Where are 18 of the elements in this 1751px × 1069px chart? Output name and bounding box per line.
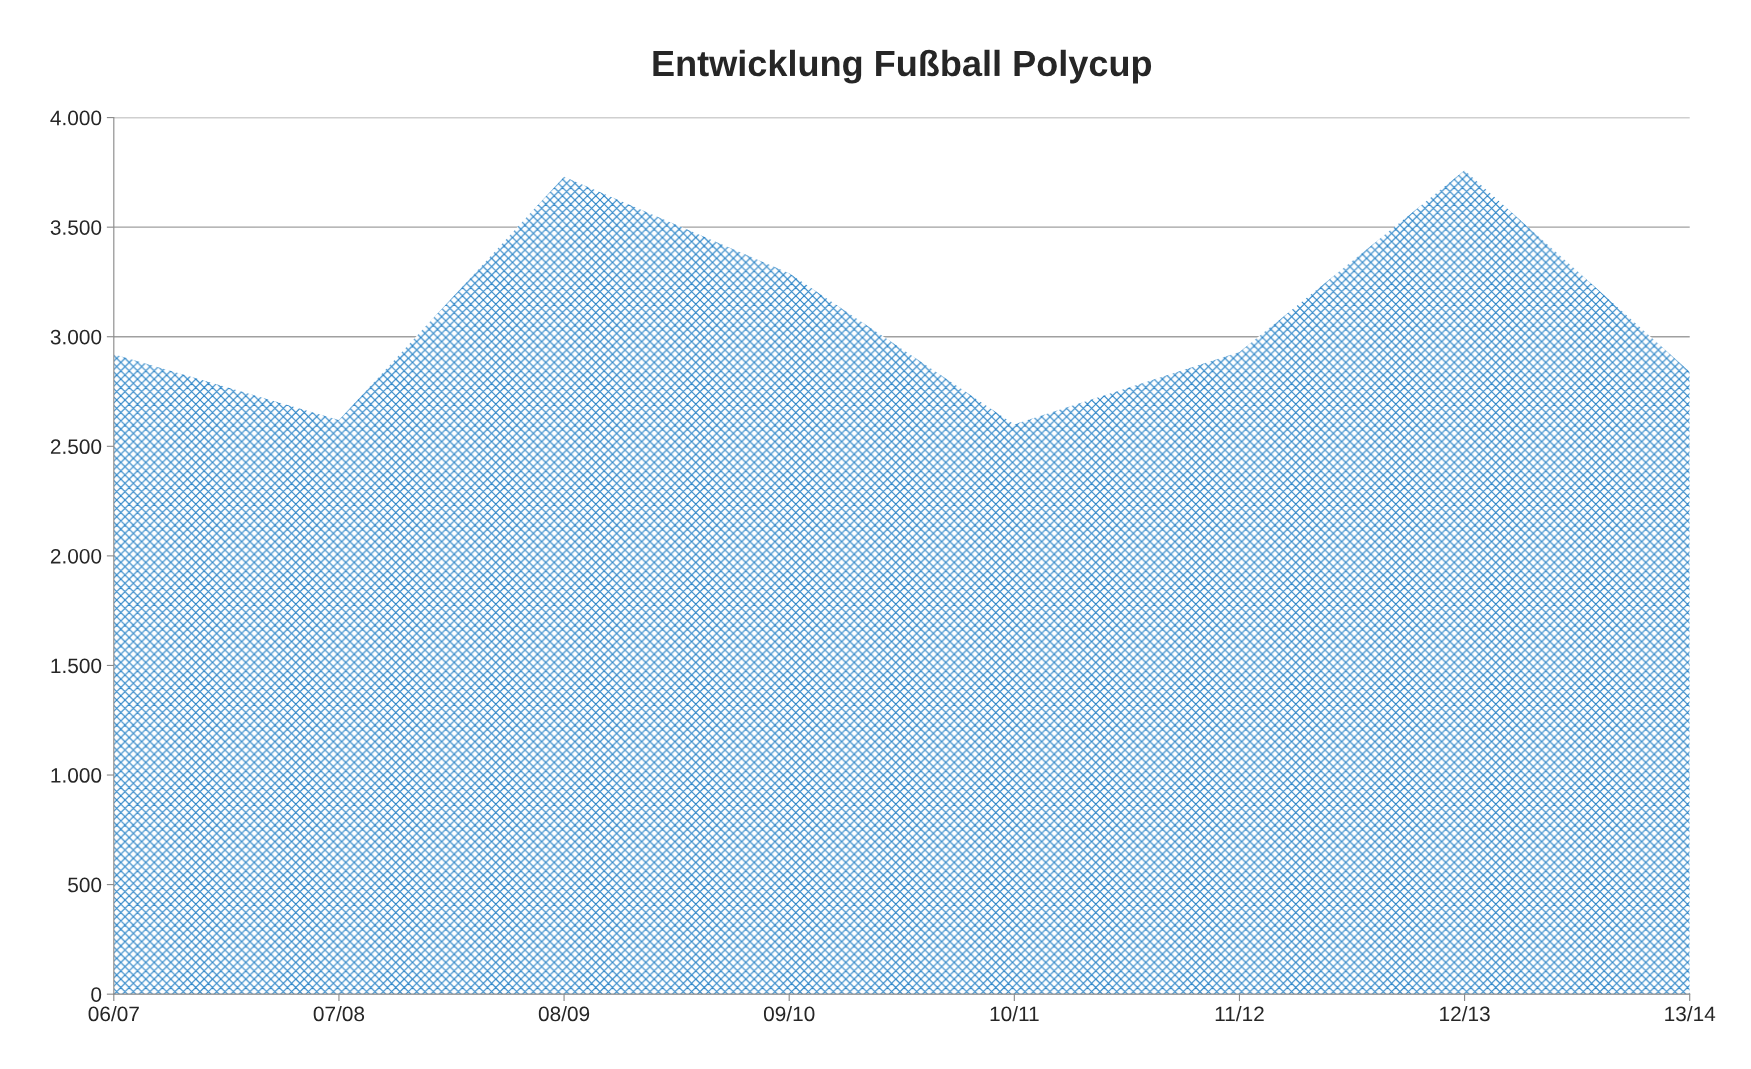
- y-tick-label: 1.500: [51, 658, 102, 674]
- x-tick-label: 10/11: [990, 1005, 1039, 1022]
- x-tick-label: 09/10: [763, 1005, 815, 1022]
- x-tick-label: 11/12: [1215, 1005, 1264, 1022]
- chart-title: Entwicklung Fußball Polycup: [653, 49, 1152, 84]
- y-tick-label: 3.500: [50, 220, 102, 235]
- x-tick-label: 12/13: [1440, 1005, 1490, 1022]
- x-tick-label: 06/07: [88, 1005, 139, 1022]
- y-tick-label: 4.000: [50, 110, 102, 126]
- x-tick-label: 08/09: [538, 1005, 590, 1022]
- x-tick-label: 07/08: [313, 1005, 365, 1022]
- y-tick-label: 3.000: [50, 329, 102, 345]
- y-tick-label: 0: [91, 987, 102, 1002]
- y-tick-label: 2.000: [50, 548, 102, 564]
- y-tick-label: 2.500: [50, 439, 102, 455]
- x-tick-label: 13/14: [1665, 1005, 1716, 1022]
- y-tick-label: 500: [68, 877, 102, 893]
- y-tick-label: 1.000: [51, 768, 102, 783]
